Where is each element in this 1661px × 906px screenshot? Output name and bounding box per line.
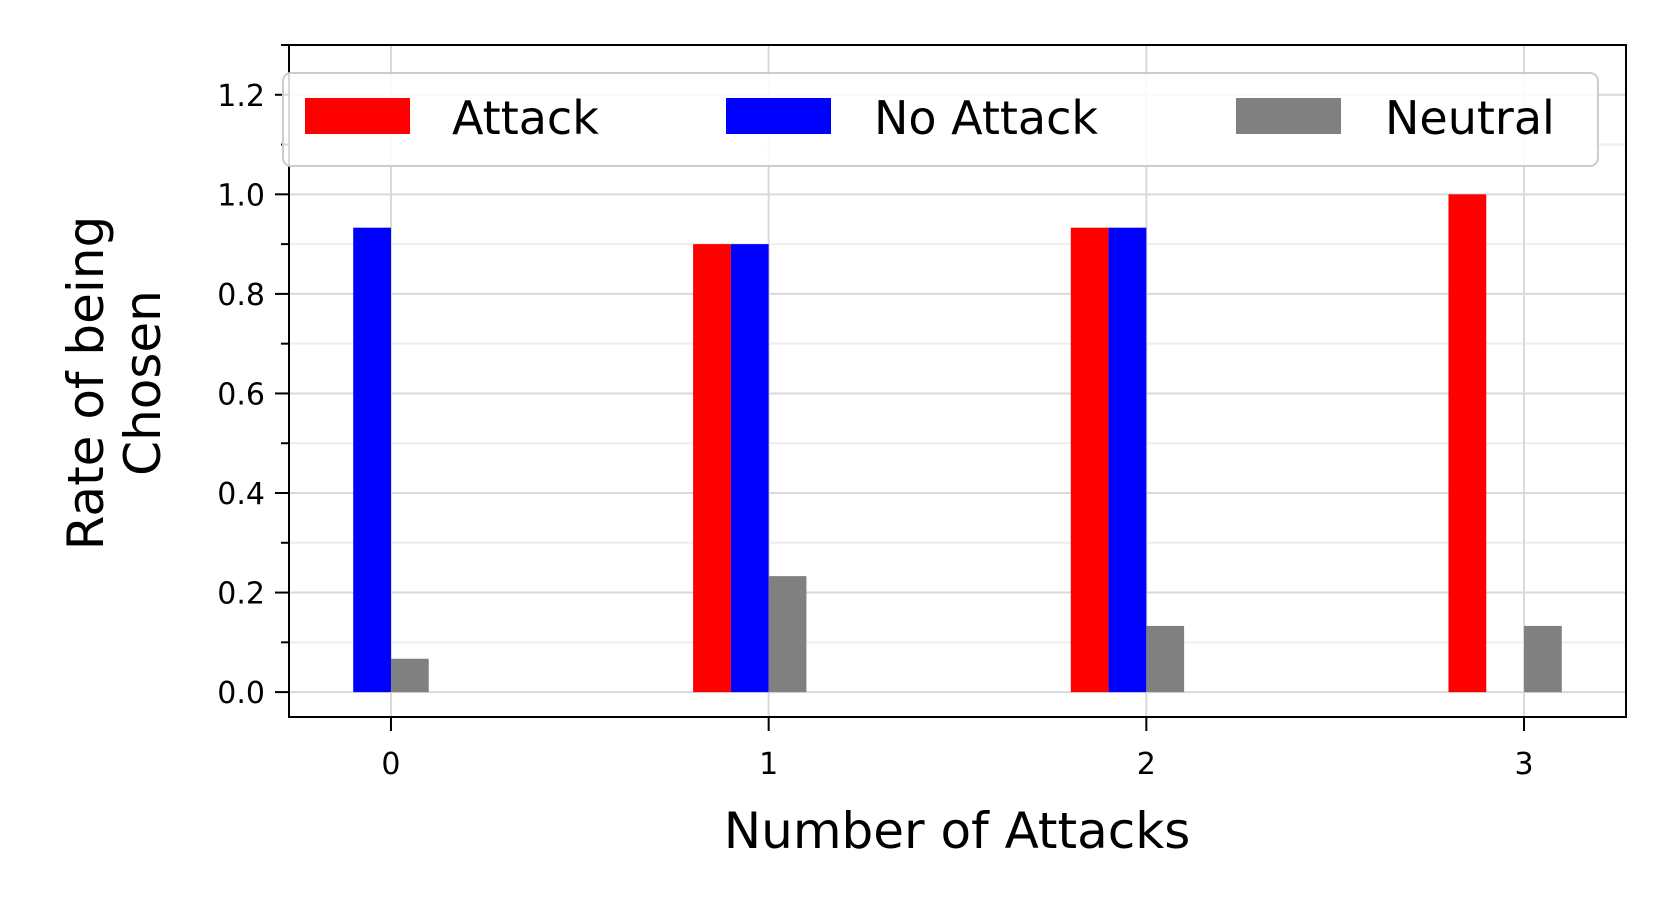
- legend-label-neutral: Neutral: [1385, 91, 1555, 145]
- bar-neutral-0: [390, 658, 429, 693]
- bar-attack-3: [1448, 194, 1487, 693]
- legend-swatch-neutral: [1236, 98, 1341, 134]
- bar-neutral-2: [1146, 625, 1185, 693]
- bar-attack-2: [1070, 227, 1109, 693]
- y-axis-title: Rate of being Chosen: [57, 216, 172, 550]
- legend: Attack No Attack Neutral: [282, 72, 1599, 167]
- y-tick-label: 0.2: [217, 577, 265, 612]
- y-tick-label: 0.4: [217, 477, 265, 512]
- y-tick-label: 1.0: [217, 178, 265, 213]
- bars: [353, 194, 1562, 693]
- bar-no-attack-0: [353, 227, 391, 693]
- y-axis-title-line-1: Rate of being: [57, 216, 115, 550]
- x-tick-label: 1: [759, 747, 778, 782]
- plot-frame: [288, 44, 1627, 718]
- bar-neutral-3: [1524, 625, 1562, 693]
- y-axis: 0.0 0.2 0.4 0.6 0.8 1.0 1.2: [217, 44, 289, 711]
- bar-neutral-1: [768, 576, 807, 693]
- x-axis-title: Number of Attacks: [724, 802, 1191, 860]
- x-tick-label: 3: [1514, 747, 1533, 782]
- bar-attack-1: [693, 244, 731, 693]
- y-tick-label: 0.8: [217, 278, 265, 313]
- legend-swatch-attack: [305, 98, 410, 134]
- bar-no-attack-2: [1108, 227, 1147, 693]
- x-axis: 0 1 2 3: [381, 717, 1534, 782]
- y-tick-label: 1.2: [217, 79, 265, 114]
- y-axis-title-line-2: Chosen: [114, 290, 172, 476]
- bar-no-attack-1: [730, 244, 769, 693]
- legend-swatch-no-attack: [726, 98, 831, 134]
- legend-label-attack: Attack: [452, 91, 599, 145]
- y-tick-label: 0.6: [217, 377, 265, 412]
- x-tick-label: 0: [381, 747, 400, 782]
- x-tick-label: 2: [1137, 747, 1156, 782]
- y-tick-label: 0.0: [217, 676, 265, 711]
- legend-label-no-attack: No Attack: [874, 91, 1098, 145]
- legend-frame: [282, 72, 1599, 167]
